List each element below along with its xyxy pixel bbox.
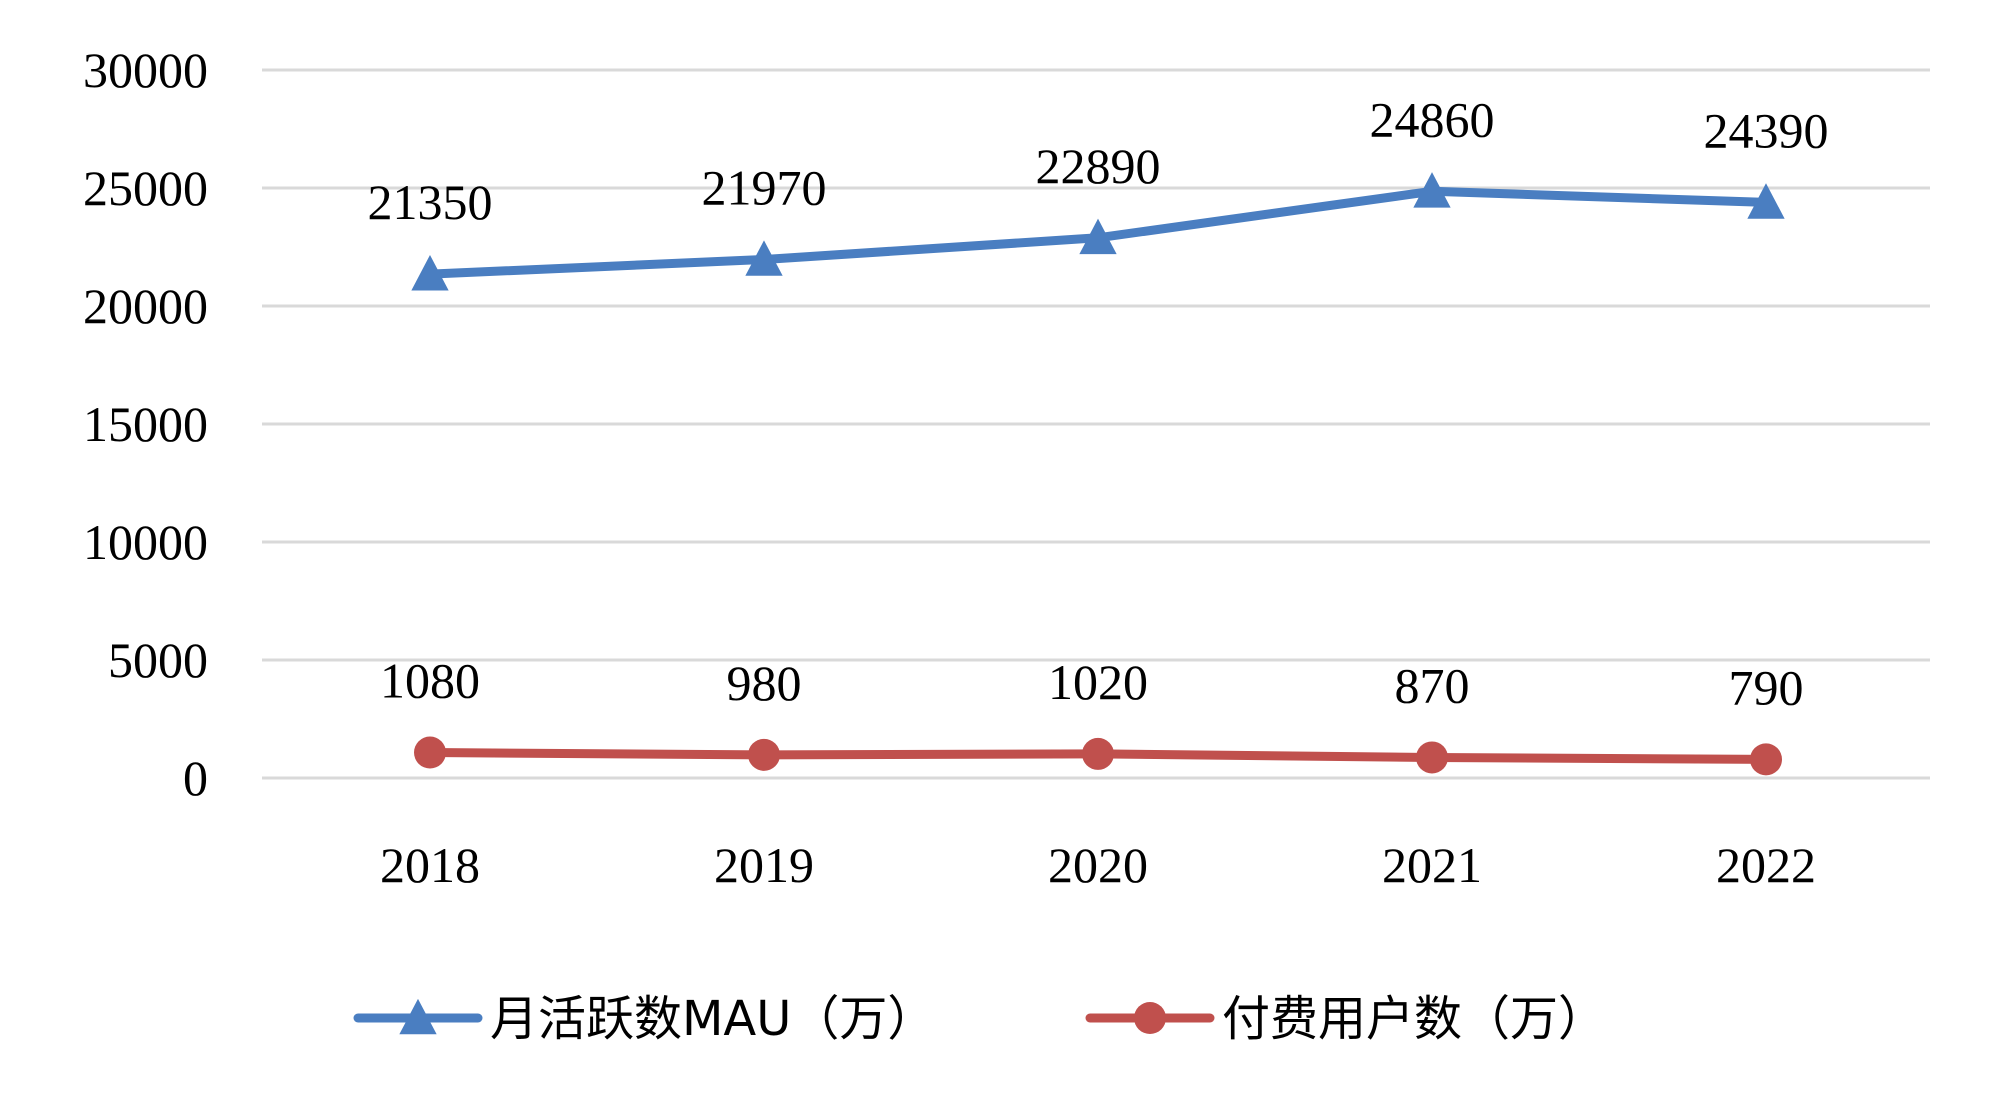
data-label: 24390 (1704, 102, 1829, 158)
data-label: 790 (1729, 659, 1804, 715)
x-tick-label: 2019 (714, 837, 814, 893)
data-label: 980 (727, 655, 802, 711)
y-tick-label: 0 (183, 750, 208, 806)
legend-label: 付费用户数（万） (1222, 991, 1606, 1047)
series-1 (414, 736, 1782, 776)
legend-label: 月活跃数MAU（万） (490, 991, 935, 1047)
y-tick-label: 5000 (108, 632, 208, 688)
data-label: 22890 (1036, 138, 1161, 194)
series-0 (411, 172, 1785, 291)
y-tick-label: 25000 (83, 160, 208, 216)
circle-marker (1082, 737, 1114, 770)
y-tick-label: 10000 (83, 514, 208, 570)
triangle-marker (411, 254, 449, 291)
series (411, 172, 1785, 776)
triangle-marker (1747, 183, 1785, 219)
x-axis-tick-labels: 2018 2019 2020 2021 2022 (380, 837, 1816, 893)
legend-item: 月活跃数MAU（万） (353, 991, 935, 1047)
y-tick-label: 30000 (83, 42, 208, 98)
circle-marker (1416, 741, 1448, 774)
x-tick-label: 2022 (1716, 837, 1816, 893)
data-label: 1080 (380, 653, 480, 709)
data-label: 870 (1395, 657, 1470, 713)
y-tick-label: 20000 (83, 278, 208, 334)
data-label: 21350 (368, 174, 493, 230)
x-tick-label: 2020 (1048, 837, 1148, 893)
circle-marker (748, 738, 780, 771)
circle-marker (414, 736, 446, 769)
data-label: 1020 (1048, 654, 1148, 710)
gridlines (262, 68, 1930, 780)
legend: 月活跃数MAU（万） 付费用户数（万） (353, 991, 1606, 1047)
y-tick-label: 15000 (83, 396, 208, 452)
triangle-marker (399, 998, 437, 1035)
x-tick-label: 2021 (1382, 837, 1482, 893)
triangle-marker (1079, 218, 1117, 255)
data-label: 24860 (1370, 91, 1495, 147)
data-labels: 21350 21970 22890 24860 24390 1080 980 1020 870 7… (368, 91, 1829, 715)
x-tick-label: 2018 (380, 837, 480, 893)
y-axis-tick-labels: 0 5000 10000 15000 20000 25000 30000 (83, 42, 208, 806)
circle-marker (1134, 1002, 1166, 1034)
circle-marker (1750, 743, 1782, 776)
data-label: 21970 (702, 160, 827, 216)
triangle-marker (1413, 172, 1451, 208)
legend-item: 付费用户数（万） (1085, 991, 1606, 1047)
triangle-marker (745, 240, 783, 276)
